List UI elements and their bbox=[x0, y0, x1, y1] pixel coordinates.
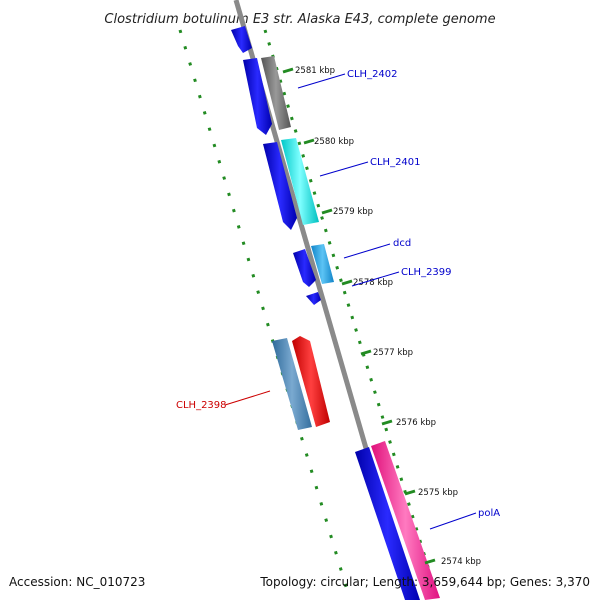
tick-label: 2581 kbp bbox=[295, 66, 335, 76]
gene-feature bbox=[293, 249, 316, 287]
tick-label: 2574 kbp bbox=[441, 557, 481, 567]
outer-dotted-track bbox=[263, 29, 440, 600]
map-title: Clostridium botulinum E3 str. Alaska E43… bbox=[104, 12, 495, 27]
tick-label: 2579 kbp bbox=[333, 207, 373, 217]
gene-feature bbox=[243, 58, 272, 135]
gene-feature bbox=[371, 441, 440, 600]
gene-feature bbox=[263, 142, 297, 230]
genome-summary-text: Topology: circular; Length: 3,659,644 bp… bbox=[259, 575, 590, 589]
gene-feature bbox=[281, 138, 319, 225]
gene-label[interactable]: dcd bbox=[393, 238, 411, 249]
gene-feature bbox=[261, 56, 291, 130]
gene-label[interactable]: CLH_2401 bbox=[370, 157, 421, 168]
gene-feature bbox=[292, 336, 330, 427]
gene-label[interactable]: CLH_2402 bbox=[347, 69, 398, 80]
gene-label[interactable]: polA bbox=[478, 508, 500, 519]
gene-feature bbox=[355, 447, 420, 600]
gene-feature bbox=[311, 244, 334, 284]
tick-label: 2580 kbp bbox=[314, 137, 354, 147]
tick-label: 2577 kbp bbox=[373, 348, 413, 358]
gene-feature bbox=[306, 292, 321, 305]
label-leader-line bbox=[351, 271, 400, 287]
gene-feature bbox=[231, 26, 252, 53]
label-leader-line bbox=[429, 512, 477, 530]
tick-label: 2578 kbp bbox=[353, 278, 393, 288]
inner-dotted-track bbox=[178, 29, 352, 600]
label-leader-line bbox=[297, 73, 346, 89]
gene-feature bbox=[272, 338, 312, 430]
tick-label: 2576 kbp bbox=[396, 418, 436, 428]
label-leader-line bbox=[343, 243, 391, 259]
gene-label[interactable]: CLH_2398 bbox=[176, 400, 227, 411]
label-leader-line bbox=[224, 390, 271, 406]
tick-marks bbox=[282, 67, 436, 565]
label-leader-line bbox=[319, 161, 369, 177]
gene-label[interactable]: CLH_2399 bbox=[401, 267, 452, 278]
tick-label: 2575 kbp bbox=[418, 488, 458, 498]
accession-text: Accession: NC_010723 bbox=[9, 575, 145, 589]
